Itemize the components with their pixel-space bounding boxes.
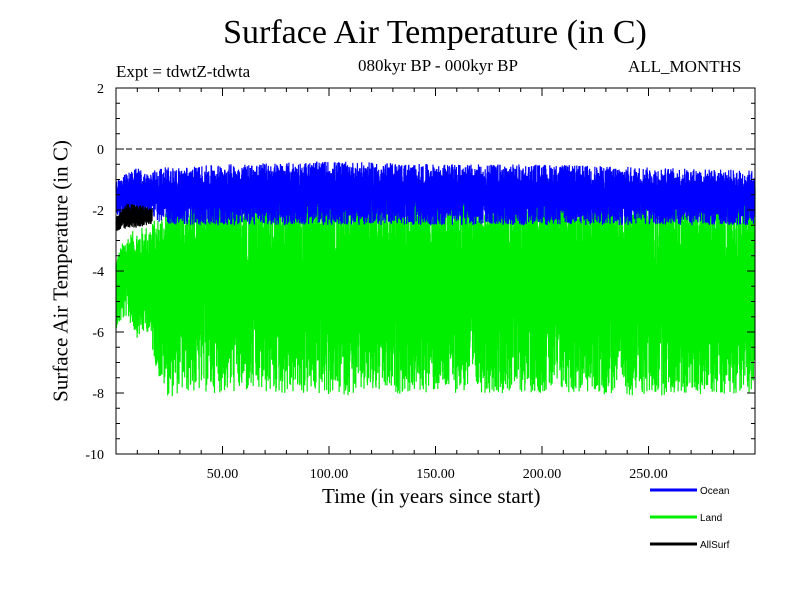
chart-title: Surface Air Temperature (in C)	[223, 14, 647, 51]
y-tick-label: 0	[97, 143, 104, 158]
x-axis-label: Time (in years since start)	[322, 484, 541, 508]
x-tick-label: 150.00	[416, 467, 455, 482]
x-tick-label: 200.00	[523, 467, 562, 482]
y-tick-label: -2	[92, 204, 104, 219]
legend-label-land: Land	[700, 513, 722, 524]
y-tick-label: -8	[92, 387, 104, 402]
x-tick-label: 50.00	[207, 467, 239, 482]
y-tick-label: 2	[97, 82, 104, 97]
x-tick-label: 250.00	[629, 467, 668, 482]
experiment-label: Expt = tdwtZ-tdwta	[116, 62, 251, 81]
months-label: ALL_MONTHS	[628, 57, 742, 76]
legend-label-allsurf: AllSurf	[700, 540, 730, 551]
series-layer	[115, 161, 756, 397]
legend: Ocean Land AllSurf	[650, 486, 730, 551]
series-line-ocean	[115, 161, 756, 226]
chart-subtitle: 080kyr BP - 000kyr BP	[358, 56, 518, 75]
legend-label-ocean: Ocean	[700, 486, 729, 497]
series-line-allsurf	[115, 204, 153, 231]
y-tick-label: -6	[92, 326, 104, 341]
x-tick-label: 100.00	[310, 467, 349, 482]
y-tick-label: -10	[85, 448, 104, 463]
y-tick-label: -4	[92, 265, 104, 280]
